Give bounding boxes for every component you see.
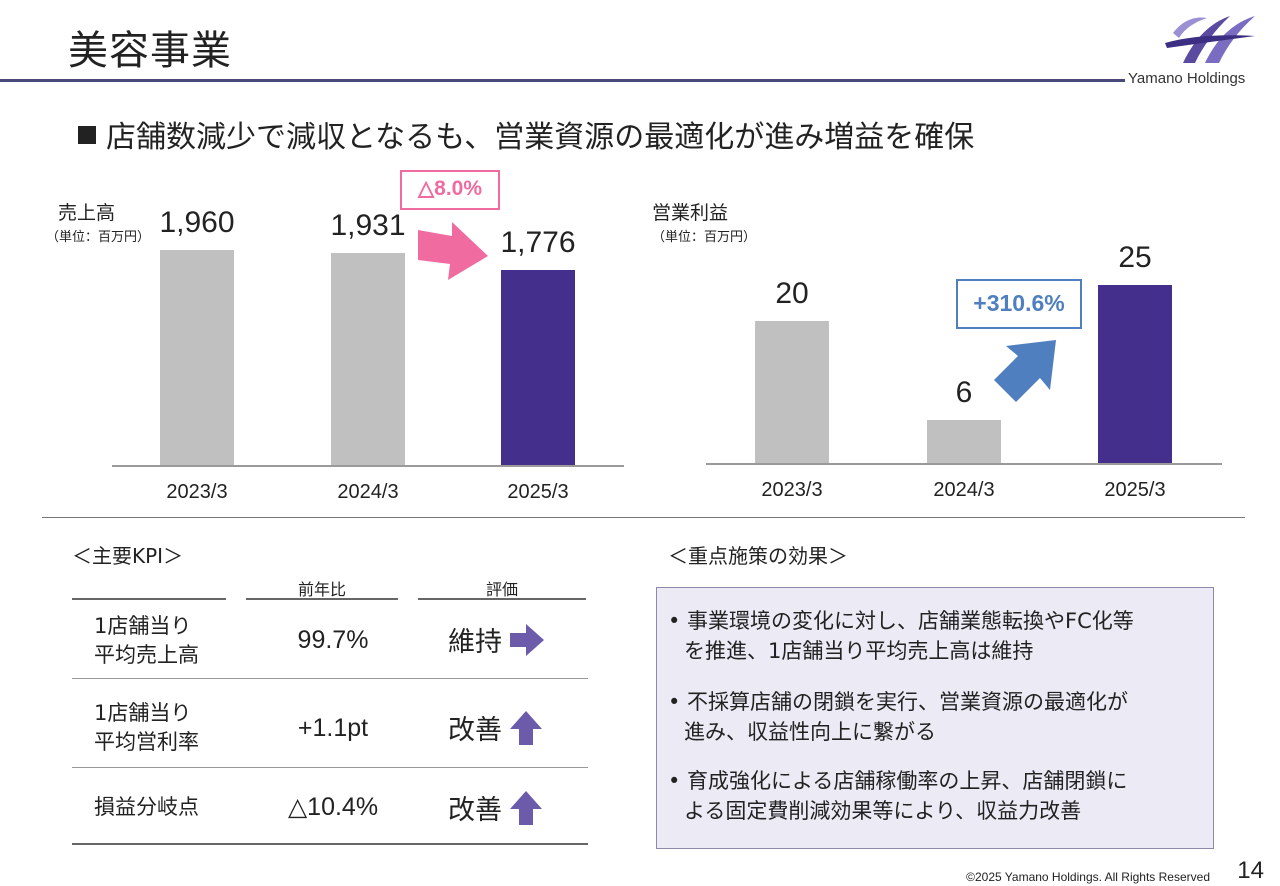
profit-chart-title: 営業利益 [652, 202, 729, 224]
kpi-header-rule [72, 598, 226, 600]
page-number: 14 [1237, 857, 1264, 884]
x-tick-label: 2024/3 [337, 481, 399, 503]
x-tick-label: 2025/3 [507, 481, 569, 503]
x-tick-label: 2023/3 [761, 479, 823, 501]
bar-2025/3 [1098, 285, 1172, 463]
arrow-up-right-icon [994, 340, 1056, 402]
bar-value-label: 1,931 [330, 209, 406, 243]
kpi-col-yoy: 前年比 [297, 580, 346, 599]
effects-item: • 事業環境の変化に対し、店舗業態転換やFC化等 を推進、1店舗当り平均売上高は維… [668, 609, 1134, 663]
bar-2024/3 [331, 253, 405, 465]
x-tick-label: 2024/3 [933, 479, 995, 501]
profit-chart-unit: （単位：百万円） [652, 230, 757, 245]
x-tick-label: 2025/3 [1104, 479, 1166, 501]
kpi-row-value: △10.4% [287, 793, 379, 821]
sales-chart-unit: （単位：百万円） [46, 230, 151, 245]
bar-value-label: 25 [1118, 241, 1152, 274]
arrow-up-icon [510, 710, 542, 745]
kpi-row-eval: 改善 [448, 708, 542, 747]
sales-change-badge: △8.0% [400, 170, 500, 210]
bar-value-label: 1,960 [159, 206, 235, 239]
company-logo-text: Yamano Holdings [1128, 70, 1246, 87]
kpi-section-title: ＜主要KPI＞ [72, 544, 184, 568]
x-tick-label: 2023/3 [166, 481, 228, 503]
kpi-row-rule [72, 678, 588, 679]
bar-2023/3 [160, 250, 234, 465]
bar-2024/3 [927, 420, 1001, 463]
kpi-row-value: +1.1pt [297, 714, 369, 742]
sales-chart-baseline [112, 465, 624, 467]
kpi-row-eval: 改善 [448, 788, 542, 827]
headline: 店舗数減少で減収となるも、営業資源の最適化が進み増益を確保 [78, 112, 974, 156]
sales-chart-title: 売上高 [58, 202, 116, 224]
bar-value-label: 6 [955, 376, 973, 410]
headline-text: 店舗数減少で減収となるも、営業資源の最適化が進み増益を確保 [106, 120, 975, 155]
bar-value-label: 1,776 [500, 226, 576, 260]
page-title: 美容事業 [68, 28, 232, 74]
kpi-bottom-rule [72, 843, 588, 845]
kpi-col-eval: 評価 [485, 580, 518, 599]
kpi-header-rule [418, 598, 586, 600]
arrow-up-icon [510, 790, 542, 825]
kpi-row-eval: 維持 [448, 620, 544, 659]
title-divider [0, 79, 1125, 82]
effects-box [656, 587, 1214, 849]
bar-2025/3 [501, 270, 575, 465]
kpi-row-name: 損益分岐点 [94, 795, 199, 819]
arrow-right-down-icon [418, 222, 488, 280]
kpi-row-name: 1店舗当り 平均営利率 [94, 701, 199, 754]
bar-value-label: 20 [775, 276, 809, 310]
company-logo-icon [1165, 16, 1255, 63]
kpi-header-rule [246, 598, 398, 600]
arrow-right-icon [510, 623, 544, 656]
effects-item: • 不採算店舗の閉鎖を実行、営業資源の最適化が 進み、収益性向上に繋がる [668, 690, 1129, 744]
effects-item: • 育成強化による店舗稼働率の上昇、店舗閉鎖に よる固定費削減効果等により、収益力… [668, 769, 1128, 823]
kpi-row-name: 1店舗当り 平均売上高 [94, 614, 199, 667]
effects-section-title: ＜重点施策の効果＞ [668, 544, 848, 568]
profit-change-badge: +310.6% [956, 279, 1082, 329]
profit-chart-baseline [706, 463, 1222, 465]
square-bullet-icon [78, 126, 96, 144]
copyright: ©2025 Yamano Holdings. All Rights Reserv… [966, 870, 1210, 884]
section-divider [42, 517, 1245, 518]
kpi-row-rule [72, 767, 588, 768]
kpi-row-value: 99.7% [297, 626, 369, 654]
bar-2023/3 [755, 320, 829, 463]
